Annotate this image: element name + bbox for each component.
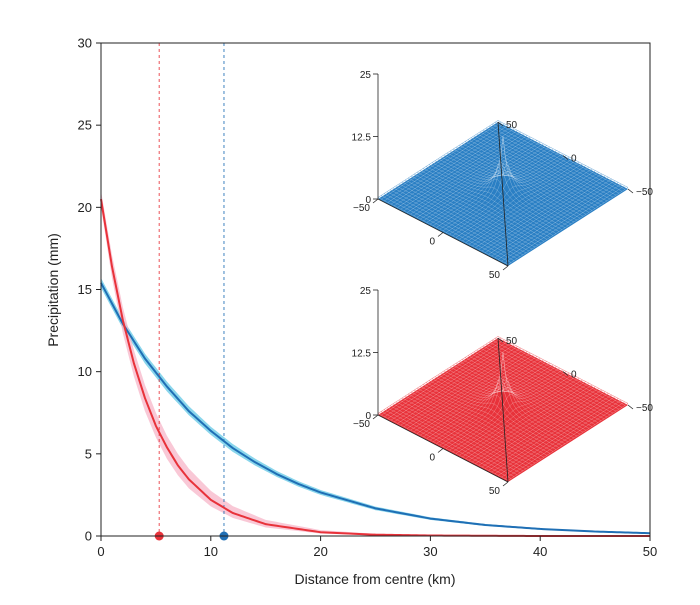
- y-tick-label: 15: [78, 282, 92, 297]
- x-tick-label: 30: [423, 544, 437, 559]
- inset-left-tick-label: 50: [489, 270, 501, 281]
- y-axis-title: Precipitation (mm): [45, 233, 61, 347]
- inset-right-tick-label: 50: [506, 336, 518, 347]
- y-tick-label: 30: [78, 36, 92, 51]
- inset-left-tick-label: −50: [353, 419, 370, 430]
- inset-right-tick: [627, 404, 634, 410]
- series-line-0: [100, 282, 651, 535]
- inset-right-tick-label: −50: [636, 187, 653, 198]
- inset-z-tick-label: 12.5: [352, 349, 372, 360]
- inset-z-tick-label: 25: [360, 286, 372, 297]
- inset-right-tick-label: 50: [506, 120, 518, 131]
- inset-left-tick: [437, 232, 444, 237]
- inset-right-axis: [497, 337, 509, 483]
- inset-right-tick: [562, 371, 569, 376]
- inset-z-tick-label: 12.5: [352, 133, 372, 144]
- confidence-band-1: [101, 190, 650, 536]
- inset-right-axis: [497, 121, 509, 267]
- inset-right-tick: [497, 337, 504, 343]
- inset-left-tick: [437, 448, 444, 453]
- x-tick-label: 40: [533, 544, 547, 559]
- inset-right-tick-label: −50: [636, 403, 653, 414]
- x-axis-title: Distance from centre (km): [294, 571, 455, 587]
- inset-right-tick: [497, 121, 504, 127]
- inset-left-tick: [372, 414, 379, 420]
- y-tick-label: 25: [78, 118, 92, 133]
- axes: 0 10 20 30 40 50 0 5 10 15 20 25 30: [78, 36, 658, 560]
- inset-right-tick-label: 0: [571, 370, 577, 381]
- inset-right-tick-label: 0: [571, 154, 577, 165]
- series-lines: [100, 198, 651, 537]
- inset-left-tick-label: 0: [429, 453, 435, 464]
- series-line-1: [100, 198, 650, 537]
- inset-right-tick: [627, 188, 634, 194]
- inset-left-tick-label: 0: [429, 237, 435, 248]
- inset-left-tick: [372, 198, 379, 204]
- surface-mesh: [377, 120, 629, 265]
- y-tick-label: 5: [85, 446, 92, 461]
- inset-z-tick-label: 0: [365, 195, 371, 206]
- x-tick-label: 10: [204, 544, 218, 559]
- inset-z-tick-label: 25: [360, 70, 372, 81]
- x-tick-label: 0: [97, 544, 104, 559]
- inset-left-tick: [502, 265, 509, 271]
- inset-left-tick-label: −50: [353, 203, 370, 214]
- inset-left-tick: [502, 481, 509, 487]
- inset-right-tick: [562, 155, 569, 160]
- inset-left-tick-label: 50: [489, 486, 501, 497]
- inset-z-tick-label: 0: [365, 411, 371, 422]
- y-tick-label: 20: [78, 200, 92, 215]
- surface-mesh: [377, 336, 629, 481]
- y-tick-label: 0: [85, 529, 92, 544]
- threshold-lines: [158, 43, 225, 536]
- x-tick-label: 50: [643, 544, 657, 559]
- confidence-bands: [101, 190, 650, 536]
- y-tick-label: 10: [78, 364, 92, 379]
- x-tick-label: 20: [313, 544, 327, 559]
